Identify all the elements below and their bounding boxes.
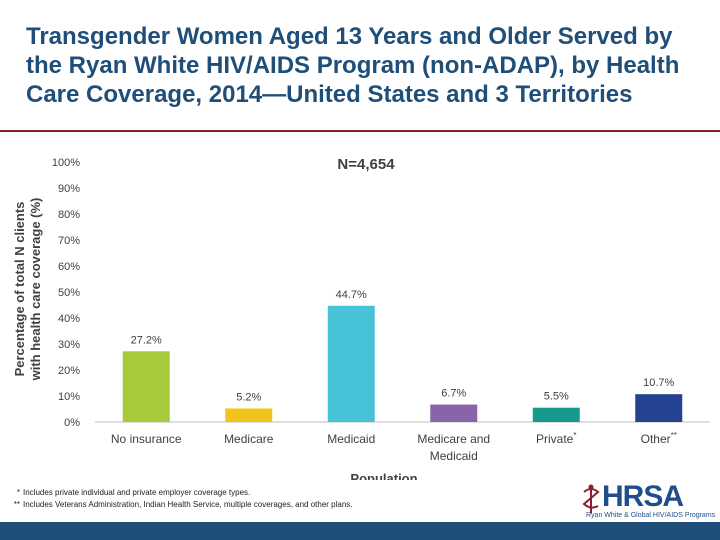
data-label: 27.2%: [131, 334, 162, 346]
hrsa-wordmark: HRSA: [602, 480, 684, 513]
x-tick-footnote-mark: *: [573, 431, 576, 440]
y-tick-label: 0%: [64, 417, 80, 429]
y-axis-label-line-2: with health care coverage (%): [28, 198, 43, 382]
y-tick-label: 70%: [58, 235, 80, 247]
hrsa-subtitle: Ryan White & Global HIV/AIDS Programs: [586, 512, 716, 519]
bar: [635, 394, 683, 422]
x-axis-ticks: No insurance Medicare Medicaid Medicare and…: [111, 431, 677, 463]
data-label: 44.7%: [336, 289, 367, 301]
x-tick-label: Medicaid: [430, 449, 478, 463]
footnote-2: ** Includes Veterans Administration, Indi…: [6, 500, 353, 509]
y-tick-label: 10%: [58, 391, 80, 403]
data-label: 6.7%: [441, 388, 466, 400]
chart-title: N=4,654: [337, 156, 395, 173]
bar-chart: N=4,654 Percentage of total N clients wi…: [12, 156, 710, 480]
data-label: 5.5%: [544, 391, 569, 403]
y-tick-label: 50%: [58, 287, 80, 299]
y-axis-ticks: 0% 10% 20% 30% 40% 50% 60% 70% 80% 90% 100%: [52, 157, 80, 429]
footnote-1-mark: *: [16, 488, 20, 497]
caduceus-icon: [582, 484, 600, 513]
value-labels: 27.2% 5.2% 44.7% 6.7% 5.5% 10.7%: [131, 289, 675, 404]
y-axis-label: Percentage of total N clients with healt…: [12, 198, 43, 382]
slide-title: Transgender Women Aged 13 Years and Olde…: [26, 23, 680, 108]
x-tick-footnote-mark: **: [671, 431, 677, 440]
footnote-2-text: Includes Veterans Administration, Indian…: [23, 500, 353, 509]
y-tick-label: 20%: [58, 365, 80, 377]
x-tick-label: Medicare and: [417, 432, 490, 446]
bar: [532, 407, 580, 422]
y-axis-label-line-1: Percentage of total N clients: [12, 202, 27, 377]
data-label: 5.2%: [236, 391, 261, 403]
bars: [122, 305, 683, 422]
x-tick-label: No insurance: [111, 432, 182, 446]
footnote-1: * Includes private individual and private…: [6, 488, 250, 497]
x-tick-label: Private*: [536, 431, 576, 446]
footnote-2-mark: **: [13, 500, 20, 509]
bar: [430, 404, 478, 422]
y-tick-label: 100%: [52, 157, 80, 169]
hrsa-logo: HRSA Ryan White & Global HIV/AIDS Progra…: [580, 480, 716, 524]
y-tick-label: 90%: [58, 183, 80, 195]
y-tick-label: 40%: [58, 313, 80, 325]
y-tick-label: 30%: [58, 339, 80, 351]
footnote-1-text: Includes private individual and private …: [23, 488, 251, 497]
bar: [225, 408, 273, 422]
bar: [122, 351, 170, 422]
title-divider: [0, 130, 720, 132]
x-tick-label: Medicaid: [327, 432, 375, 446]
x-tick-label: Medicare: [224, 432, 274, 446]
x-axis-label: Population: [350, 471, 417, 480]
data-label: 10.7%: [643, 377, 674, 389]
bar: [327, 305, 375, 422]
footer-band: [0, 522, 720, 540]
y-tick-label: 80%: [58, 209, 80, 221]
x-tick-label: Other**: [641, 431, 677, 446]
y-tick-label: 60%: [58, 261, 80, 273]
